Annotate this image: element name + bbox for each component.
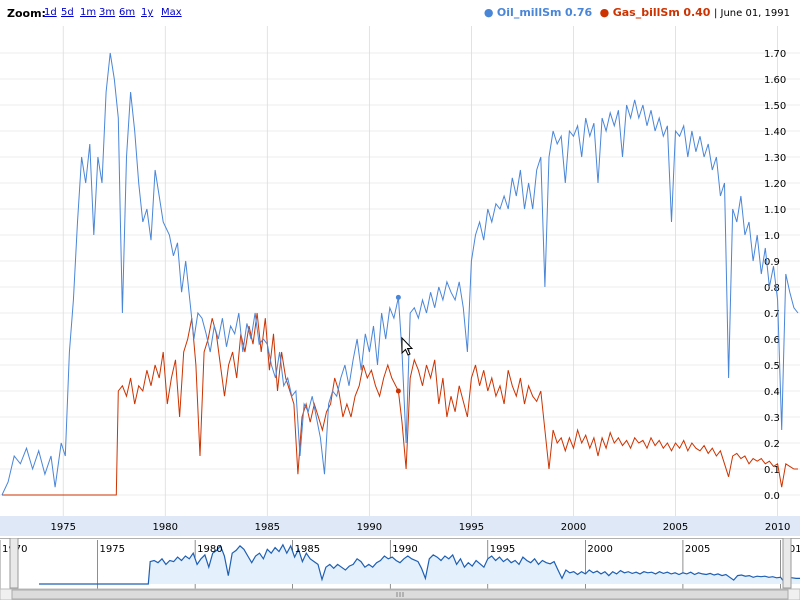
overview-tick-label: 2005 (685, 544, 710, 555)
gas-series-line (2, 312, 798, 496)
zoom-1y-button[interactable]: 1y (141, 7, 154, 18)
gas-legend-value: 0.40 (683, 6, 711, 19)
mouse-cursor-icon (401, 336, 414, 356)
oil-legend-dot-icon: ● (483, 6, 494, 19)
legend-date: | June 01, 1991 (713, 8, 790, 19)
zoom-label: Zoom: (7, 7, 46, 20)
zoom-6m-button[interactable]: 6m (119, 7, 136, 18)
overview-tick-label: 1990 (392, 544, 417, 555)
x-axis-ticks: 1975 1980 1985 1990 1995 2000 2005 2010 (51, 522, 791, 533)
x-tick-label: 1980 (153, 522, 178, 533)
zoom-1m-button[interactable]: 1m (80, 7, 97, 18)
overview-tick-label: 1995 (490, 544, 515, 555)
y-tick-label: 0.0 (764, 491, 780, 502)
scrollbar-grip-icon (396, 592, 404, 597)
x-tick-label: 2000 (561, 522, 586, 533)
y-tick-label: 0.8 (764, 283, 780, 294)
y-tick-label: 0.7 (764, 309, 780, 320)
y-axis-ticks: 1.70 1.60 1.50 1.40 1.30 1.20 1.10 1.0 0.9 0.8 0.7… (764, 49, 786, 502)
oil-series-line (1, 52, 799, 496)
y-tick-label: 0.4 (764, 387, 780, 398)
x-tick-label: 1985 (255, 522, 280, 533)
oil-hover-point (395, 294, 401, 300)
x-tick-label: 1995 (459, 522, 484, 533)
y-tick-label: 0.5 (764, 361, 780, 372)
x-tick-label: 2010 (765, 522, 790, 533)
y-tick-label: 0.3 (764, 413, 780, 424)
overview-tick-label: 2000 (587, 544, 612, 555)
overview-area (39, 544, 800, 584)
y-tick-label: 0.1 (764, 465, 780, 476)
y-tick-label: 0.6 (764, 335, 780, 346)
overview-chart[interactable]: 197019751980198519901995200020052010 (0, 538, 800, 600)
zoom-1d-button[interactable]: 1d (44, 7, 57, 18)
y-tick-label: 1.70 (764, 49, 786, 60)
y-tick-label: 1.60 (764, 75, 786, 86)
toolbar: Zoom: 1d 5d 1m 3m 6m 1y Max ● Oil_millSm… (0, 0, 800, 26)
overview-tick-label: 1985 (295, 544, 320, 555)
zoom-max-button[interactable]: Max (161, 7, 182, 18)
x-tick-label: 1990 (357, 522, 382, 533)
y-tick-label: 1.30 (764, 153, 786, 164)
x-tick-label: 1975 (51, 522, 76, 533)
main-chart[interactable]: 1.70 1.60 1.50 1.40 1.30 1.20 1.10 1.0 0.9 0.8 0.7… (0, 26, 800, 536)
y-tick-label: 1.10 (764, 205, 786, 216)
y-gridlines (0, 52, 800, 496)
legend: ● Oil_millSm 0.76 ● Gas_billSm 0.40 | Ju… (484, 6, 790, 19)
overview-series-line (39, 543, 800, 585)
x-tick-label: 2005 (663, 522, 688, 533)
overview-tick-label: 1980 (197, 544, 222, 555)
y-tick-label: 0.2 (764, 439, 780, 450)
y-tick-label: 1.20 (764, 179, 786, 190)
y-tick-label: 1.50 (764, 101, 786, 112)
gas-legend-dot-icon: ● (599, 6, 610, 19)
plot-background (0, 26, 800, 516)
zoom-3m-button[interactable]: 3m (99, 7, 116, 18)
zoom-5d-button[interactable]: 5d (61, 7, 74, 18)
oil-legend-name: Oil_millSm (496, 6, 562, 19)
range-left-handle[interactable] (9, 538, 19, 589)
y-tick-label: 0.9 (764, 257, 780, 268)
y-tick-label: 1.40 (764, 127, 786, 138)
y-tick-label: 1.0 (764, 231, 780, 242)
x-axis-band (0, 516, 800, 536)
gas-legend-name: Gas_billSm (612, 6, 680, 19)
gas-hover-point (395, 388, 401, 394)
range-right-handle[interactable] (782, 538, 792, 589)
oil-legend-value: 0.76 (564, 6, 593, 19)
overview-tick-label: 1975 (100, 544, 125, 555)
